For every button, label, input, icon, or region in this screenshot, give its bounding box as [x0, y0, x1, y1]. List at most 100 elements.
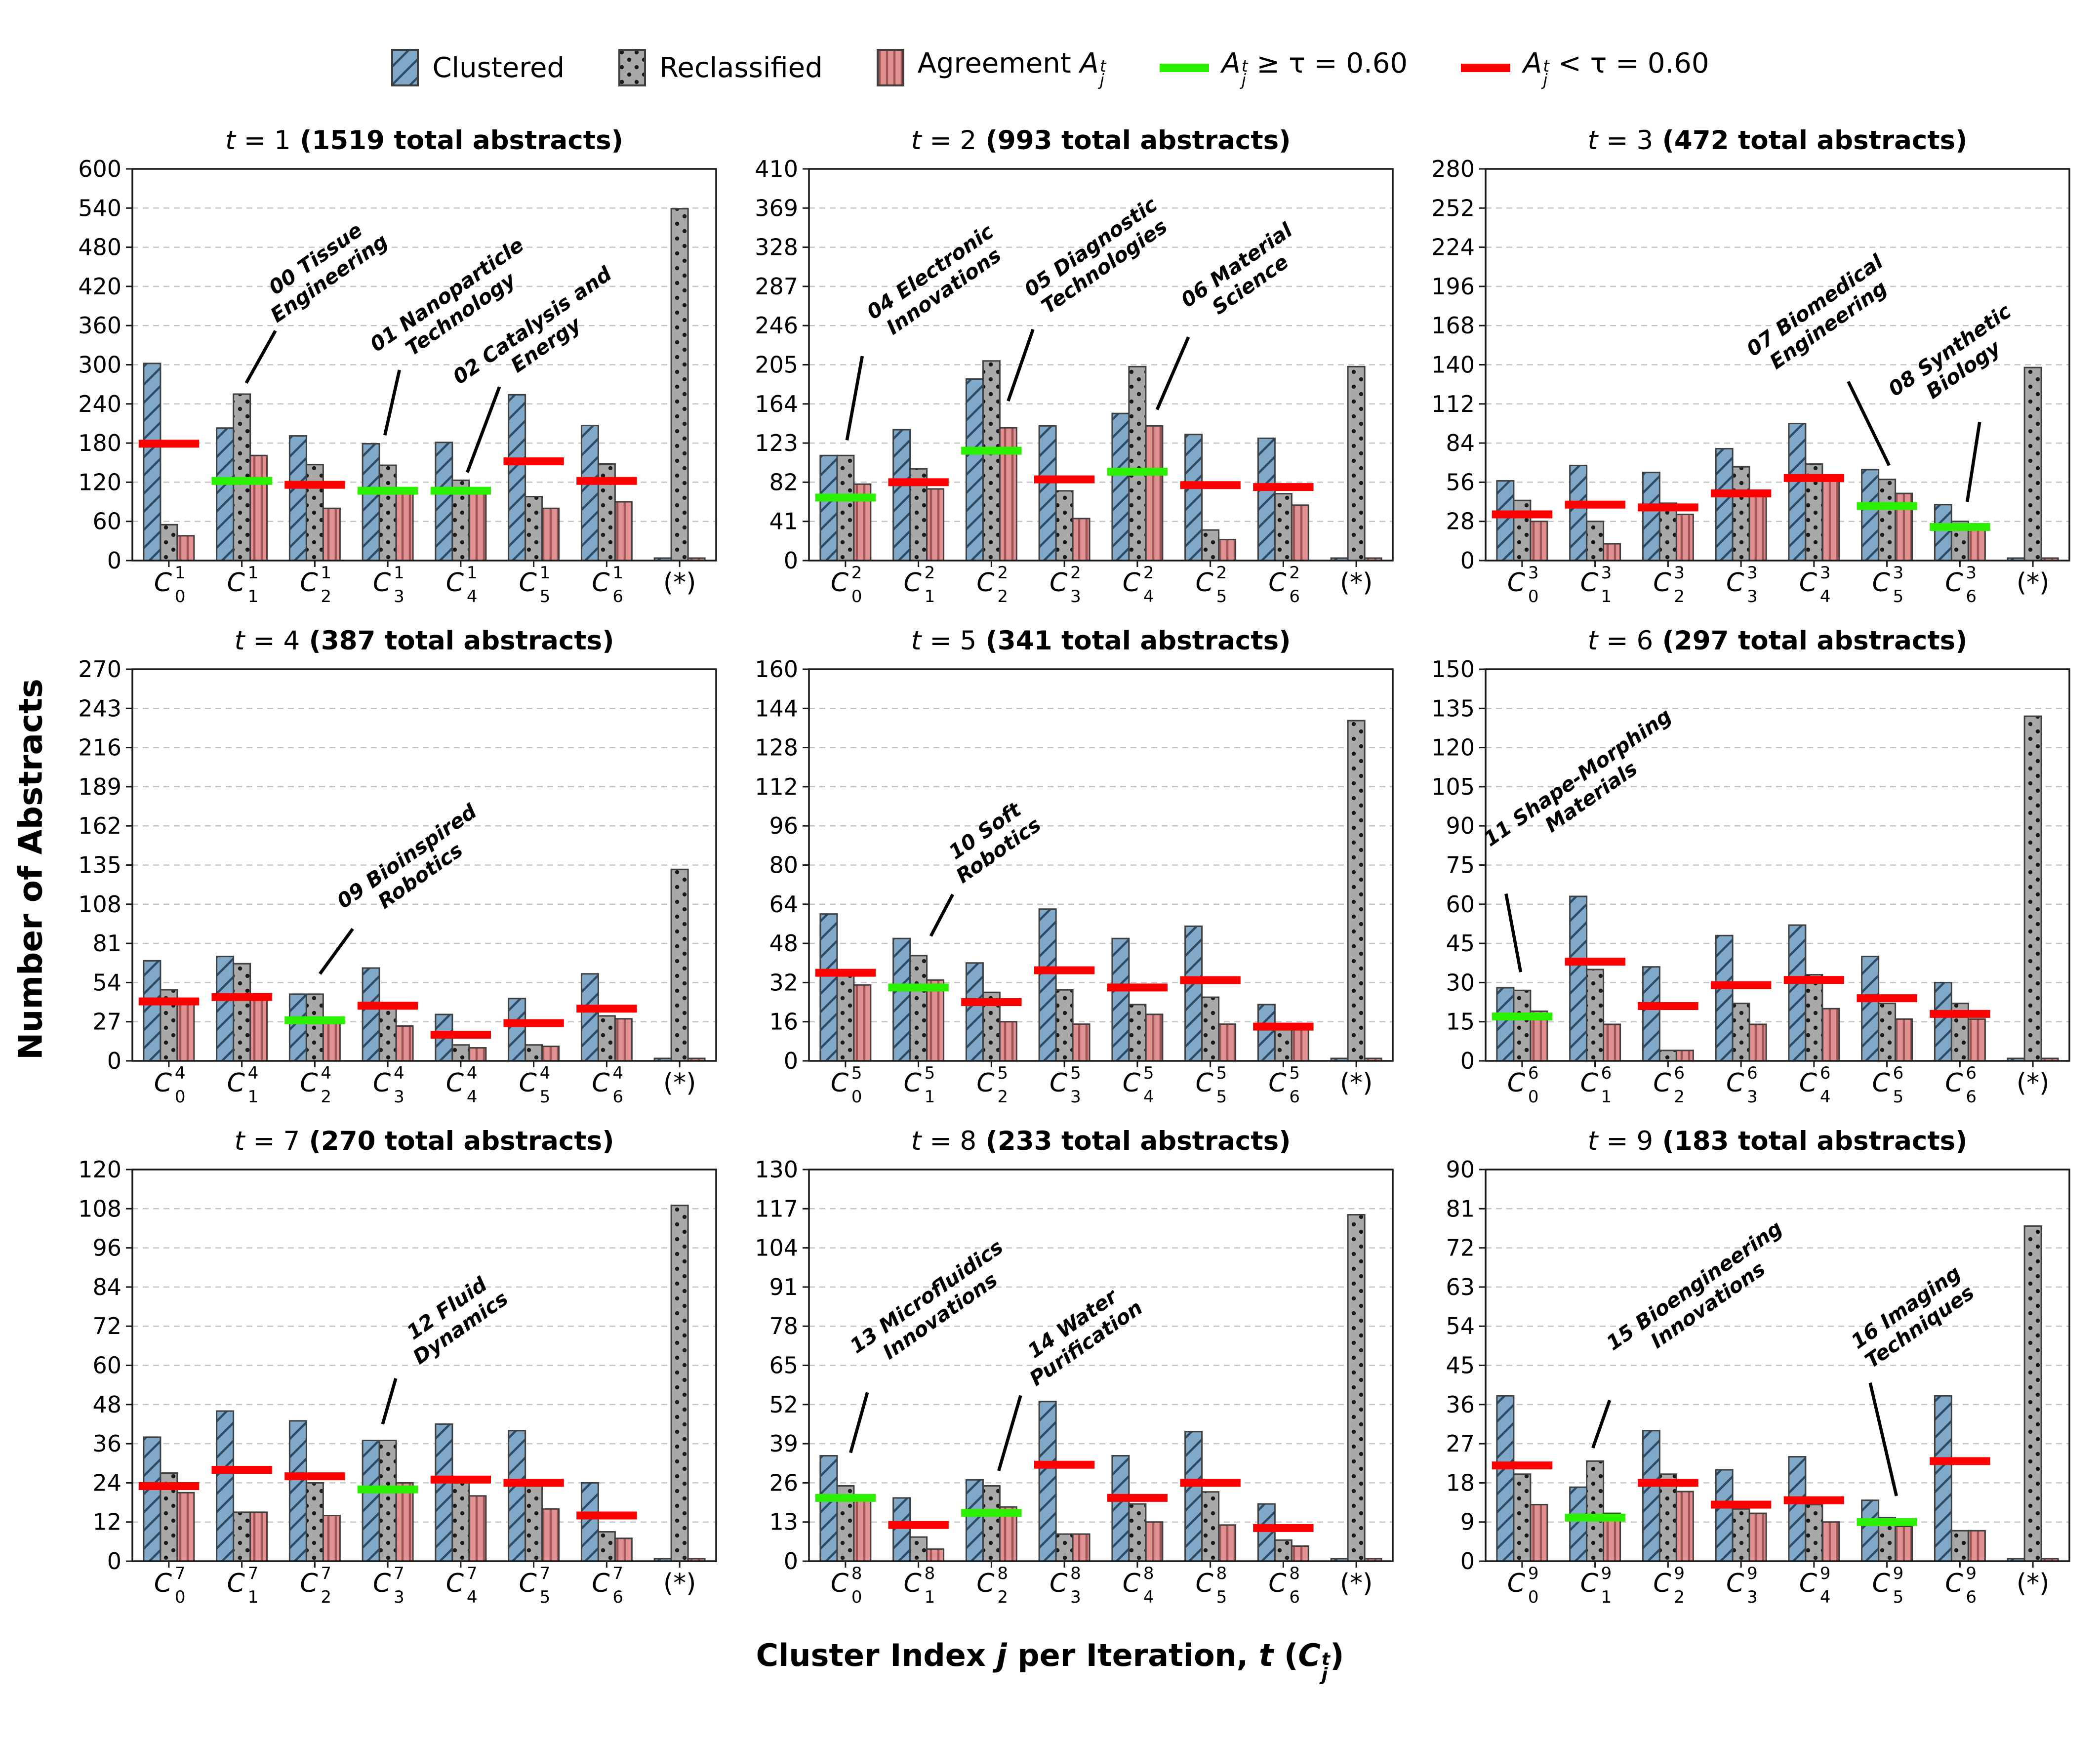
subplot-title: t = 2 (993 total abstracts) — [911, 125, 1291, 156]
annotation-leader-line — [1155, 336, 1190, 410]
bar-clustered — [1184, 1431, 1203, 1562]
bar-agreement — [1530, 521, 1548, 562]
x-tick-sup: 9 — [1747, 1564, 1758, 1583]
annotation-leader-line — [1965, 422, 1981, 502]
bar-reclassified — [1878, 479, 1897, 562]
annotation-label: 12 FluidDynamics — [395, 1267, 513, 1369]
bar-clustered — [216, 427, 235, 562]
x-tick-sup: 2 — [925, 563, 935, 583]
bar-clustered — [288, 435, 307, 562]
x-tick-label: C — [976, 568, 995, 598]
bar-reclassified — [1732, 466, 1750, 562]
bar-reclassified — [2023, 715, 2042, 1062]
y-tick-label: 287 — [755, 273, 798, 300]
x-tick-label: C — [903, 568, 922, 598]
x-tick-sup: 2 — [1289, 563, 1300, 583]
x-tick-sup: 6 — [1601, 1063, 1612, 1083]
bar-agreement — [1821, 1521, 1840, 1562]
y-tick-label: 196 — [1431, 273, 1475, 300]
x-tick-sup: 2 — [1070, 563, 1081, 583]
x-tick-label: C — [1050, 1569, 1068, 1598]
y-tick-label: 84 — [1446, 430, 1475, 456]
y-tick-label: 104 — [755, 1235, 798, 1261]
bar-reclassified — [1201, 996, 1220, 1062]
x-tick-sup: 6 — [1966, 1063, 1977, 1083]
y-tick-label: 164 — [755, 391, 798, 417]
x-tick-sup: 1 — [394, 563, 404, 583]
bar-agreement — [1748, 495, 1767, 562]
x-tick-sub: 0 — [851, 1087, 862, 1107]
y-tick-label: 140 — [1431, 352, 1475, 378]
bar-reclassified — [1586, 969, 1605, 1062]
bar-reclassified — [1732, 1003, 1750, 1062]
x-tick-sup: 2 — [1216, 563, 1227, 583]
bar-agreement — [1291, 1545, 1309, 1562]
bar-agreement — [614, 1018, 633, 1062]
bar-clustered — [1257, 437, 1276, 562]
x-tick-sup: 3 — [1601, 563, 1612, 583]
x-tick-label: C — [976, 1569, 995, 1598]
y-tick-label: 180 — [78, 430, 121, 456]
x-tick-sup: 9 — [1601, 1564, 1612, 1583]
x-tick-sub: 1 — [1601, 587, 1612, 606]
y-tick-label: 128 — [755, 734, 798, 761]
x-tick-label: C — [1507, 1068, 1526, 1098]
bar-clustered — [1642, 966, 1660, 1062]
x-tick-sub: 3 — [394, 1587, 404, 1607]
y-tick-label: 410 — [755, 156, 798, 182]
bar-reclassified — [233, 1511, 251, 1562]
x-tick-sup: 7 — [612, 1564, 623, 1583]
bar-reclassified — [1274, 1026, 1292, 1062]
bar-agreement — [1218, 1023, 1237, 1062]
x-tick-sub: 2 — [1674, 587, 1685, 606]
bar-reclassified — [451, 1482, 470, 1562]
x-tick-sup: 4 — [394, 1063, 404, 1083]
x-tick-sub: 5 — [1216, 1087, 1227, 1107]
x-tick-sup: 8 — [1289, 1564, 1300, 1583]
bar-clustered — [892, 937, 911, 1062]
plot-frame — [808, 168, 1394, 562]
x-tick-sup: 2 — [851, 563, 862, 583]
bar-clustered — [143, 960, 162, 1062]
bar-reclassified — [1805, 1503, 1823, 1562]
y-tick-label: 91 — [769, 1274, 798, 1300]
x-tick-sub: 1 — [1601, 1087, 1612, 1107]
bar-reclassified — [670, 1205, 689, 1562]
bar-agreement — [1675, 1491, 1694, 1562]
bar-clustered — [965, 378, 984, 562]
bar-clustered — [362, 1439, 380, 1562]
subplot-t2: 0 41 82 123 164 205 246 287 328 369 410 04 Electron… — [735, 123, 1412, 620]
y-tick-label: 0 — [107, 1548, 121, 1575]
bar-agreement — [249, 454, 268, 562]
bar-reclassified — [597, 1015, 616, 1062]
bar-clustered — [1184, 925, 1203, 1062]
x-tick-sub: 5 — [1216, 587, 1227, 606]
x-tick-sub: 2 — [321, 1087, 331, 1107]
x-tick-sup: 2 — [1143, 563, 1154, 583]
x-tick-label: C — [592, 1569, 610, 1598]
x-tick-sub: 0 — [175, 587, 186, 606]
subplot-t9: 0 9 18 27 36 45 54 63 72 81 90 15 BioengineeringInn… — [1412, 1124, 2088, 1620]
y-tick-label: 24 — [92, 1469, 121, 1496]
subplot-t1: 0 60 120 180 240 300 360 420 480 540 600 00 TissueE… — [58, 123, 735, 620]
y-tick-label: 130 — [755, 1156, 798, 1183]
bar-agreement — [541, 1508, 560, 1562]
x-tick-sup: 8 — [1143, 1564, 1154, 1583]
annotation-leader-line — [466, 386, 501, 473]
y-tick-label: 48 — [769, 930, 798, 957]
x-tick-sub: 0 — [1528, 1087, 1539, 1107]
bar-reclassified — [525, 1044, 543, 1062]
bar-reclassified — [1658, 502, 1677, 562]
bar-agreement — [1291, 504, 1309, 562]
x-tick-label-outlier: (*) — [2017, 568, 2050, 598]
x-tick-label: C — [300, 1569, 318, 1598]
x-tick-sup: 4 — [467, 1063, 478, 1083]
x-tick-sup: 8 — [997, 1564, 1008, 1583]
y-tick-label: 48 — [92, 1391, 121, 1418]
y-tick-label: 26 — [769, 1469, 798, 1496]
x-tick-label: C — [1945, 1569, 1963, 1598]
bar-reclassified — [1658, 1050, 1677, 1062]
